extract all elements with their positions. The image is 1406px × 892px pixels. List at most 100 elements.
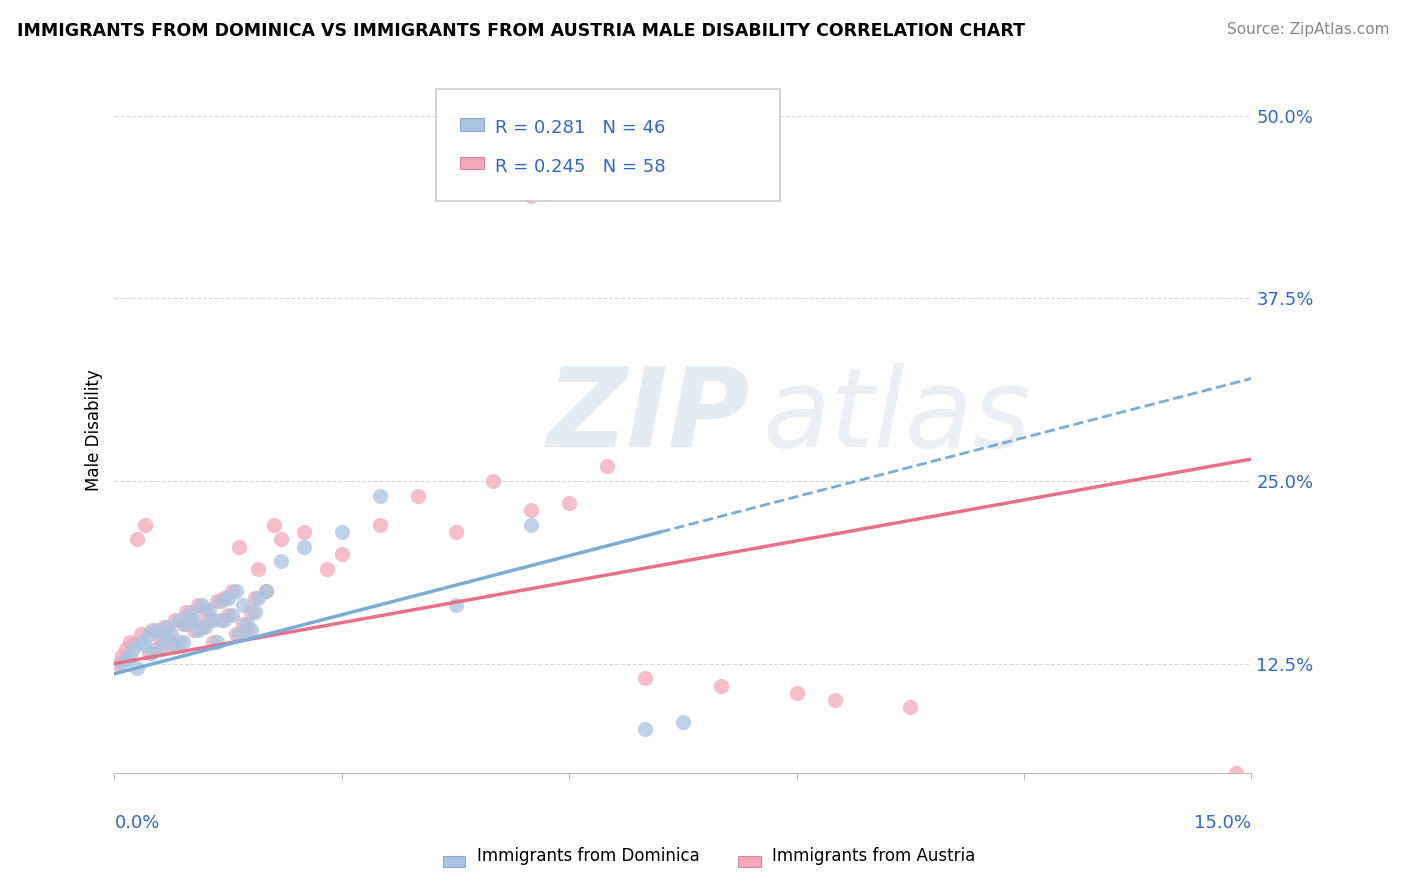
Point [221, 608, 243, 623]
Point [228, 627, 250, 641]
Point [558, 496, 581, 510]
Point [239, 606, 262, 620]
Text: IMMIGRANTS FROM DOMINICA VS IMMIGRANTS FROM AUSTRIA MALE DISABILITY CORRELATION : IMMIGRANTS FROM DOMINICA VS IMMIGRANTS F… [17, 22, 1025, 40]
Point [247, 591, 270, 605]
Point [209, 593, 232, 607]
Point [263, 517, 285, 532]
Point [138, 627, 160, 641]
Point [165, 638, 187, 652]
Point [444, 524, 467, 539]
Point [368, 489, 391, 503]
Point [520, 189, 543, 203]
Point [127, 661, 149, 675]
Text: Immigrants from Dominica: Immigrants from Dominica [477, 847, 699, 865]
Point [172, 617, 194, 632]
Point [247, 561, 270, 575]
Point [134, 638, 156, 652]
Point [145, 642, 167, 657]
Point [145, 623, 167, 637]
Point [214, 591, 236, 605]
Point [114, 652, 136, 666]
Point [129, 634, 152, 648]
Point [824, 693, 846, 707]
Point [152, 620, 174, 634]
Text: ZIP: ZIP [547, 362, 749, 469]
Point [187, 598, 209, 612]
Point [165, 613, 187, 627]
Point [149, 632, 172, 646]
Point [406, 489, 429, 503]
Point [179, 606, 201, 620]
Point [710, 679, 733, 693]
Point [127, 533, 149, 547]
Text: Immigrants from Austria: Immigrants from Austria [772, 847, 976, 865]
Point [520, 517, 543, 532]
Point [221, 583, 243, 598]
Point [183, 623, 205, 637]
Point [111, 649, 134, 664]
Point [444, 598, 467, 612]
Point [236, 623, 259, 637]
Point [118, 634, 141, 648]
Point [205, 593, 228, 607]
Point [232, 617, 254, 632]
Point [315, 561, 337, 575]
Point [167, 613, 190, 627]
Point [179, 613, 201, 627]
Point [634, 671, 657, 685]
Text: R = 0.245   N = 58: R = 0.245 N = 58 [495, 158, 665, 176]
Point [160, 627, 183, 641]
Point [149, 642, 172, 657]
Point [225, 583, 247, 598]
Point [114, 642, 136, 657]
Point [217, 608, 239, 623]
Point [786, 686, 808, 700]
Text: 15.0%: 15.0% [1195, 814, 1251, 832]
Point [198, 602, 221, 616]
Point [672, 714, 695, 729]
Point [201, 634, 224, 648]
Point [156, 620, 179, 634]
Point [292, 540, 315, 554]
Point [122, 642, 145, 657]
Point [898, 700, 921, 714]
Point [217, 591, 239, 605]
Point [141, 623, 163, 637]
Point [194, 602, 217, 616]
Point [330, 547, 353, 561]
Point [167, 634, 190, 648]
Point [596, 459, 619, 474]
Point [138, 646, 160, 660]
Point [111, 657, 134, 671]
Text: atlas: atlas [762, 362, 1031, 469]
Point [190, 620, 212, 634]
Point [368, 517, 391, 532]
Point [122, 638, 145, 652]
Point [160, 638, 183, 652]
Point [225, 627, 247, 641]
Point [236, 617, 259, 632]
Point [129, 627, 152, 641]
Point [232, 598, 254, 612]
Point [194, 620, 217, 634]
Point [198, 613, 221, 627]
Point [243, 591, 266, 605]
Point [270, 533, 292, 547]
Point [482, 474, 505, 488]
Point [254, 583, 277, 598]
Point [190, 598, 212, 612]
Point [141, 646, 163, 660]
Point [239, 623, 262, 637]
Point [152, 632, 174, 646]
Text: Source: ZipAtlas.com: Source: ZipAtlas.com [1226, 22, 1389, 37]
Point [183, 613, 205, 627]
Point [134, 517, 156, 532]
Point [176, 606, 198, 620]
Y-axis label: Male Disability: Male Disability [86, 369, 103, 491]
Point [292, 524, 315, 539]
Point [330, 524, 353, 539]
Point [209, 613, 232, 627]
Text: 0.0%: 0.0% [114, 814, 160, 832]
Point [176, 617, 198, 632]
Point [1225, 766, 1247, 780]
